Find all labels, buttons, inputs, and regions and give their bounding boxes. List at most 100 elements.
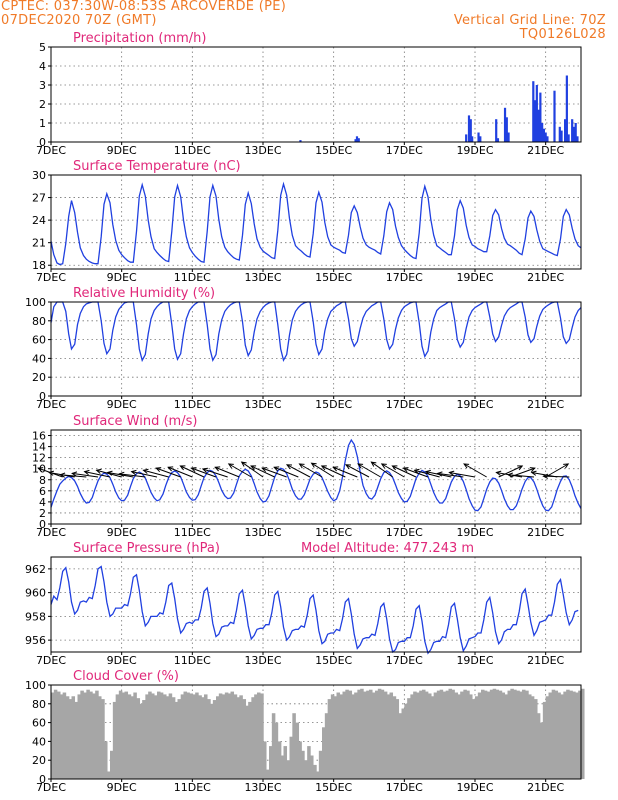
cloud-bar xyxy=(142,700,146,779)
cloud-bar xyxy=(177,699,182,779)
cloud-bar xyxy=(77,694,82,779)
precip-bar xyxy=(558,126,561,142)
x-tick-label: 19DEC xyxy=(456,526,493,539)
vertical-grid-note: Vertical Grid Line: 70Z xyxy=(453,13,606,28)
x-tick-label: 19DEC xyxy=(456,271,493,284)
cloud-bar xyxy=(530,696,535,779)
wind-arrow-shaft xyxy=(131,471,158,478)
cloud-bar xyxy=(263,741,267,779)
precip-bar xyxy=(479,136,482,142)
cloud-bar xyxy=(236,697,241,779)
cloud-bar xyxy=(333,696,338,779)
wind-arrow-shaft xyxy=(180,465,205,478)
y-tick-label: 3 xyxy=(39,79,46,92)
wind-arrow-head xyxy=(506,472,513,478)
cloud-bar xyxy=(157,691,161,779)
cloud-bar xyxy=(475,696,479,779)
cloud-bar xyxy=(145,694,149,779)
cloud-bar xyxy=(242,699,247,779)
x-tick-label: 11DEC xyxy=(174,526,211,539)
cloud-bar xyxy=(86,689,90,779)
cloud-bar xyxy=(563,691,567,779)
wind-arrow-shaft xyxy=(463,463,487,478)
cloud-bar xyxy=(112,701,117,779)
cloud-bar xyxy=(256,692,261,779)
cloud-bar xyxy=(327,699,332,779)
y-tick-label: 958 xyxy=(25,610,46,623)
y-tick-label: 960 xyxy=(25,587,46,600)
cloud-bar xyxy=(481,689,485,779)
cloud-bar xyxy=(53,689,58,779)
cloud-bar xyxy=(525,690,529,779)
y-tick-label: 8 xyxy=(39,474,46,487)
wind-arrow-head xyxy=(310,462,317,468)
cloud-bar xyxy=(510,688,514,779)
y-tick-label: 60 xyxy=(32,717,46,730)
y-tick-label: 0 xyxy=(39,773,46,786)
wind-arrow xyxy=(413,468,440,478)
x-tick-label: 9DEC xyxy=(107,781,137,794)
cloud-bar xyxy=(245,705,249,779)
cloud-bar xyxy=(342,691,347,779)
wind-arrow-head xyxy=(250,465,257,471)
cloud-bar xyxy=(360,688,364,779)
cloud-bar xyxy=(62,692,67,779)
cloud-bar xyxy=(548,692,553,779)
cloud-bar xyxy=(121,692,126,779)
x-tick-label: 17DEC xyxy=(386,271,423,284)
wind-arrow-head xyxy=(517,465,524,471)
x-tick-label: 7DEC xyxy=(36,526,66,539)
wind-arrow xyxy=(130,469,158,478)
cloud-bar xyxy=(127,694,132,779)
temp-line xyxy=(50,181,582,266)
wind-arrow-head xyxy=(391,465,398,471)
cloud-bar xyxy=(298,741,302,779)
wind-arrow-shaft xyxy=(241,461,264,478)
cloud-bar xyxy=(216,696,220,779)
wind-arrow-head xyxy=(273,466,280,472)
cloud-bar xyxy=(460,691,464,779)
wind-arrow-shaft xyxy=(381,463,405,478)
wind-arrow xyxy=(545,463,570,478)
rh-frame xyxy=(50,301,582,397)
precip-bar xyxy=(532,81,535,142)
cloud-bar xyxy=(404,703,408,779)
cloud-bar xyxy=(369,689,373,779)
cloud-bar xyxy=(572,691,576,779)
cloud-bar xyxy=(212,700,217,779)
cloud-bar xyxy=(83,692,88,779)
wind-arrow-shaft xyxy=(498,465,523,478)
y-tick-label: 12 xyxy=(32,452,46,465)
x-tick-label: 21DEC xyxy=(527,654,564,667)
wind-arrow-shaft xyxy=(449,471,476,478)
run-date: 07DEC2020 70Z (GMT) xyxy=(1,13,157,28)
cloud-bar xyxy=(386,694,391,779)
cloud-bar xyxy=(163,694,167,779)
cloud-bar xyxy=(483,690,488,779)
cloud-bar xyxy=(280,755,285,779)
cloud-bar xyxy=(354,692,358,779)
precip-bar xyxy=(535,85,538,142)
header: CPTEC: 037:30W-08:53S ARCOVERDE (PE) 07D… xyxy=(0,0,618,46)
cloud-bar xyxy=(71,696,76,779)
wind-arrow-shaft xyxy=(508,474,535,478)
wind-arrow-head xyxy=(298,463,305,469)
cloud-bar xyxy=(186,692,190,779)
cloud-frame xyxy=(50,684,582,780)
wind-arrow-head xyxy=(118,471,125,477)
cloud-bar xyxy=(57,691,61,779)
wind-arrow-head xyxy=(530,470,537,476)
wind-arrow-head xyxy=(240,461,247,467)
x-tick-label: 7DEC xyxy=(36,781,66,794)
cloud-bar xyxy=(277,741,282,779)
y-tick-label: 0 xyxy=(39,518,46,531)
cloud-bar xyxy=(477,692,482,779)
wind-arrow-head xyxy=(357,463,364,469)
temp-title: Surface Temperature (nC) xyxy=(73,159,241,174)
cloud-bar xyxy=(336,692,341,779)
cloud-bar xyxy=(316,771,320,779)
cloud-bar xyxy=(324,713,329,779)
x-tick-label: 15DEC xyxy=(315,781,352,794)
wind-arrow-head xyxy=(436,471,443,477)
cloud-bar xyxy=(68,699,73,779)
